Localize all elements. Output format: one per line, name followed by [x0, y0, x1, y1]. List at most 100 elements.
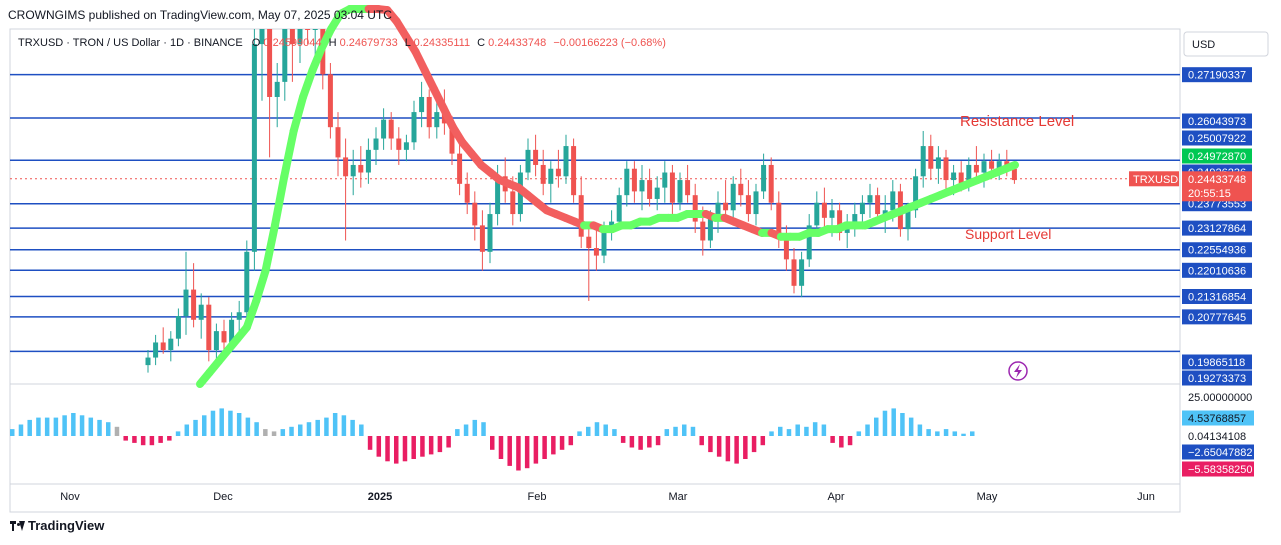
time-axis: Nov Dec 2025 Feb Mar Apr May Jun [60, 491, 1155, 503]
histogram-bar [559, 436, 565, 450]
price-tag-label: 0.23127864 [1188, 223, 1246, 235]
price-tag-label: 0.27190337 [1188, 70, 1246, 82]
histogram-bar [106, 422, 111, 436]
candle-body [791, 259, 797, 286]
candle-body [943, 157, 949, 181]
histogram-bar [620, 436, 626, 443]
candle-body [875, 195, 881, 215]
ma-segment [270, 172, 289, 230]
candle-body [198, 304, 204, 320]
histogram-bar [167, 436, 172, 441]
candle-body [343, 157, 349, 177]
publish-info: CROWNGIMS published on TradingView.com, … [8, 8, 392, 22]
price-tag-bg [1182, 370, 1252, 386]
histogram-bar [821, 424, 827, 436]
histogram-bar [446, 436, 451, 448]
osc-tag-bg [1182, 444, 1254, 460]
candle-body [669, 172, 675, 203]
osc-tag-label: 0.04134108 [1188, 431, 1246, 443]
candle-body [403, 142, 409, 150]
candle-body [426, 96, 432, 128]
histogram-bar [647, 436, 652, 448]
candle-body [487, 214, 493, 252]
histogram-bar [629, 436, 635, 448]
histogram-bar [62, 415, 67, 436]
candle-body [859, 202, 865, 215]
price-tag-label: 0.19865118 [1188, 357, 1245, 369]
price-tag-bg [1182, 113, 1252, 129]
candle-body [677, 180, 683, 203]
candle-body [776, 202, 782, 237]
candle-body [905, 210, 911, 230]
current-price-tag: TRXUSD 0.24433748 20:55:15 [1129, 171, 1252, 202]
candle-body [707, 217, 713, 241]
candle-body [829, 210, 835, 218]
histogram-bar [507, 436, 512, 466]
price-tag-bg [1182, 67, 1252, 83]
osc-tag-label: 25.00000000 [1188, 392, 1252, 404]
price-tag-label: 0.19273373 [1188, 373, 1246, 385]
histogram-bar [472, 419, 478, 436]
price-axis[interactable]: 0.27190337 0.26043973 0.25007922 0.24972870… [1182, 67, 1252, 386]
candle-body [890, 191, 896, 211]
candle-body [563, 146, 569, 177]
candle-body [396, 138, 402, 150]
histogram-bar [228, 410, 233, 436]
candle-body [533, 149, 539, 165]
candle-body [160, 342, 166, 351]
histogram-bar [542, 436, 547, 459]
tradingview-brand: TradingView [28, 518, 105, 533]
candle-body [312, 29, 318, 30]
histogram-bar [952, 431, 958, 436]
histogram-bar [865, 424, 870, 436]
x-tick-label: Feb [528, 491, 547, 503]
histogram-bar [315, 419, 320, 436]
ma-segment [289, 92, 308, 135]
histogram-bar [725, 436, 731, 462]
legend: TRXUSD · TRON / US Dollar · 1D · BINANCE… [18, 37, 666, 49]
histogram-bar [88, 417, 94, 436]
candle-body [540, 164, 546, 184]
histogram-bar [498, 436, 504, 459]
candle-body [814, 202, 820, 226]
histogram-bar [481, 422, 486, 436]
candle-body [495, 176, 501, 215]
histogram-bar [411, 436, 416, 459]
histogram-bar [594, 422, 600, 436]
histogram-bar [36, 417, 41, 436]
histogram-bar [734, 436, 739, 464]
legend-symbol: TRXUSD · TRON / US Dollar · 1D · BINANCE [18, 37, 243, 49]
candle-body [715, 202, 721, 218]
price-tag-label: 0.26043973 [1188, 116, 1246, 128]
histogram-bar [280, 429, 286, 436]
histogram-bar [533, 436, 539, 464]
candle-body [700, 221, 706, 241]
candle-body [601, 229, 607, 256]
x-tick-label: 2025 [368, 491, 392, 503]
lightning-icon[interactable] [1008, 361, 1028, 381]
oscillator-histogram [10, 408, 975, 471]
candle-body [251, 44, 257, 252]
histogram-bar [437, 436, 443, 453]
legend-open-label: O [252, 37, 261, 49]
legend-high-label: H [329, 37, 337, 49]
candle-body [1011, 168, 1017, 181]
candle-body [365, 149, 371, 173]
ma-segment [242, 296, 261, 332]
candle-body [867, 195, 873, 203]
currency-button[interactable] [1183, 31, 1269, 57]
candle-body [434, 112, 440, 128]
price-tag-bg [1182, 309, 1252, 325]
candle-body [989, 161, 995, 169]
tradingview-footer[interactable]: TradingView [10, 518, 104, 533]
candle-body [662, 172, 668, 188]
price-tag-bg [1182, 220, 1252, 236]
candle-body [578, 195, 584, 237]
histogram-bar [708, 436, 713, 453]
histogram-bar [638, 436, 643, 450]
histogram-bar [271, 431, 277, 436]
legend-high-value: 0.24679733 [340, 37, 398, 49]
histogram-bar [769, 431, 774, 436]
candle-body [996, 161, 1002, 169]
